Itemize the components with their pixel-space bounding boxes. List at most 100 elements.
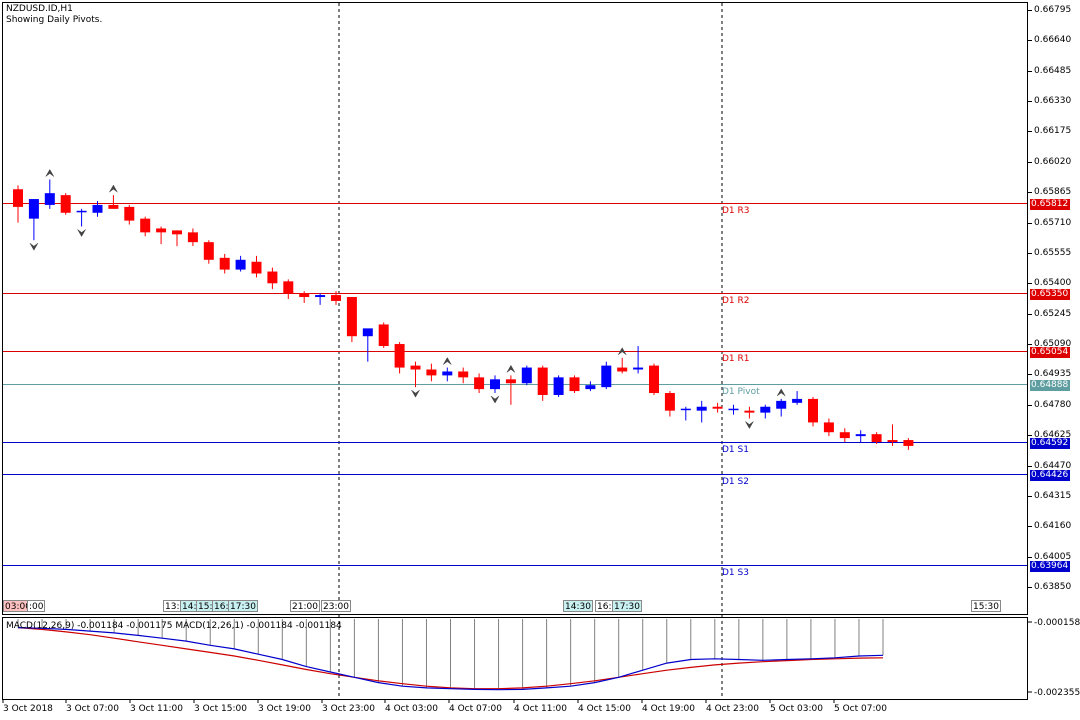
- price-axis-tick: [1028, 223, 1032, 224]
- price-axis-tick: [1028, 192, 1032, 193]
- candle-body[interactable]: [60, 195, 71, 213]
- candle-body[interactable]: [156, 228, 167, 233]
- candle-body[interactable]: [315, 295, 326, 298]
- session-marker: 13:: [163, 600, 182, 612]
- fractal-up-icon: [443, 357, 452, 365]
- price-axis-tick: [1028, 557, 1032, 558]
- candle-body[interactable]: [346, 297, 357, 337]
- macd-main-line: [17, 627, 884, 691]
- candle-body[interactable]: [13, 189, 23, 207]
- session-marker: 23:00: [321, 600, 351, 612]
- candle-body[interactable]: [283, 281, 294, 294]
- price-axis-label: 0.65865: [1034, 187, 1072, 198]
- candle-body[interactable]: [521, 367, 532, 384]
- time-axis-label: 4 Oct 11:00: [514, 704, 567, 714]
- time-axis-label: 3 Oct 07:00: [66, 704, 119, 714]
- pivot-label-r2: D1 R2: [722, 295, 750, 306]
- fractal-up-icon: [617, 347, 627, 355]
- time-axis-label: 4 Oct 15:00: [578, 704, 631, 714]
- candle-body[interactable]: [664, 393, 675, 411]
- candle-body[interactable]: [251, 261, 262, 274]
- candle-body[interactable]: [394, 344, 405, 368]
- candle-body[interactable]: [680, 408, 691, 411]
- price-axis-tick: [1028, 587, 1032, 588]
- fractal-up-icon: [506, 364, 516, 373]
- candle-body[interactable]: [792, 398, 803, 403]
- candle-body[interactable]: [474, 377, 485, 390]
- candle-body[interactable]: [744, 410, 755, 413]
- price-axis-label: 0.66485: [1034, 65, 1072, 76]
- candle-body[interactable]: [172, 230, 182, 235]
- candle-body[interactable]: [490, 379, 500, 390]
- pivot-label-s2: D1 S2: [722, 476, 749, 487]
- price-axis-label: 0.65245: [1034, 308, 1072, 319]
- candle-body[interactable]: [140, 218, 151, 233]
- price-axis-tick: [1028, 374, 1032, 375]
- candle-body[interactable]: [855, 434, 866, 437]
- candle-body[interactable]: [124, 206, 135, 221]
- price-axis-tick: [1028, 435, 1032, 436]
- candle-body[interactable]: [649, 365, 659, 394]
- session-marker: 15:30: [971, 600, 1001, 612]
- time-axis-label: 4 Oct 07:00: [449, 704, 502, 714]
- candle-body[interactable]: [903, 440, 914, 446]
- candle-body[interactable]: [569, 377, 580, 392]
- candle-body[interactable]: [410, 365, 421, 370]
- macd-axis-top-label: -0.000158: [1034, 618, 1080, 628]
- candle-body[interactable]: [823, 422, 834, 433]
- pivot-label-s3: D1 S3: [722, 567, 749, 578]
- candle-body[interactable]: [378, 324, 389, 347]
- price-axis-label: 0.64625: [1034, 430, 1072, 441]
- candle-body[interactable]: [92, 204, 103, 213]
- time-axis-label: 3 Oct 15:00: [194, 704, 247, 714]
- candle-body[interactable]: [203, 242, 214, 260]
- candle-body[interactable]: [728, 408, 739, 411]
- candle-body[interactable]: [585, 385, 596, 390]
- candle-body[interactable]: [28, 199, 39, 219]
- candle-body[interactable]: [219, 257, 230, 270]
- candle-body[interactable]: [505, 379, 516, 384]
- candle-body[interactable]: [426, 369, 437, 376]
- session-marker: 17:30: [228, 600, 258, 612]
- candle-body[interactable]: [187, 232, 198, 243]
- candle-body[interactable]: [839, 432, 850, 439]
- candle-body[interactable]: [442, 371, 453, 376]
- pivot-indicator-caption: Showing Daily Pivots.: [6, 15, 103, 25]
- price-axis-tick: [1028, 10, 1032, 11]
- candle-body[interactable]: [601, 365, 612, 388]
- candle-body[interactable]: [108, 204, 119, 209]
- candle-body[interactable]: [553, 377, 564, 395]
- candle-body[interactable]: [267, 271, 278, 284]
- fractal-down-icon: [77, 229, 86, 237]
- candle-body[interactable]: [887, 440, 898, 443]
- candle-body[interactable]: [331, 295, 341, 301]
- fractal-up-icon: [776, 388, 786, 397]
- candle-body[interactable]: [537, 367, 548, 395]
- candle-body[interactable]: [76, 210, 87, 213]
- candle-body[interactable]: [871, 434, 882, 443]
- price-axis-label: 0.64470: [1034, 460, 1072, 471]
- candle-body[interactable]: [458, 371, 469, 378]
- candle-body[interactable]: [808, 398, 818, 423]
- candle-body[interactable]: [712, 406, 723, 409]
- candle-body[interactable]: [362, 328, 373, 337]
- pivot-price-tag-r1: 0.65054: [1030, 346, 1070, 358]
- pivot-label-r3: D1 R3: [722, 205, 750, 216]
- candle-body[interactable]: [776, 400, 787, 409]
- candle-body[interactable]: [299, 293, 310, 298]
- price-axis-tick: [1028, 405, 1032, 406]
- candle-body[interactable]: [617, 367, 628, 372]
- candle-body[interactable]: [760, 406, 771, 413]
- price-axis-label: 0.64935: [1034, 369, 1072, 380]
- candle-body[interactable]: [235, 259, 246, 270]
- macd-indicator-panel[interactable]: [2, 617, 1028, 700]
- price-axis-tick: [1028, 466, 1032, 467]
- price-axis-tick: [1028, 131, 1032, 132]
- price-chart-panel[interactable]: [2, 2, 1028, 615]
- fractal-down-icon: [411, 389, 420, 398]
- candle-body[interactable]: [633, 367, 644, 370]
- candle-body[interactable]: [696, 406, 707, 411]
- candle-body[interactable]: [44, 193, 55, 205]
- session-marker: 14:30: [563, 600, 593, 612]
